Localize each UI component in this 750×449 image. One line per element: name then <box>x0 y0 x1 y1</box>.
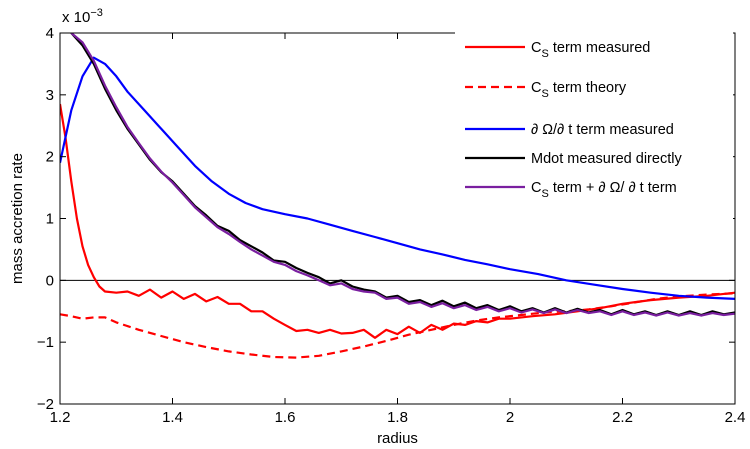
y-tick-label: 4 <box>46 25 54 42</box>
series-line-5 <box>70 33 735 317</box>
x-tick-label: 2.2 <box>612 409 633 426</box>
y-tick-label: 0 <box>46 272 54 289</box>
y-axis-label: mass accretion rate <box>9 153 26 284</box>
legend-label-1: CS term measured <box>531 40 650 60</box>
legend-label-4: Mdot measured directly <box>531 151 682 167</box>
legend-label-5: CS term + ∂ Ω/ ∂ t term <box>531 180 677 200</box>
y-tick-label: 1 <box>46 211 54 228</box>
series-line-3 <box>60 56 735 300</box>
x-tick-label: 2 <box>506 409 514 426</box>
legend-box <box>455 31 733 222</box>
y-tick-label: 3 <box>46 87 54 104</box>
x-tick-label: 1.4 <box>162 409 183 426</box>
series-line-2 <box>60 292 735 359</box>
x-tick-label: 1.2 <box>50 409 71 426</box>
legend-label-2: CS term theory <box>531 80 627 100</box>
x-tick-label: 2.4 <box>725 409 746 426</box>
legend-label-3: ∂ Ω/∂ t term measured <box>531 122 674 138</box>
y-tick-label: −2 <box>37 396 54 413</box>
y-axis-multiplier: x 10−3 <box>62 7 103 26</box>
y-tick-label: 2 <box>46 149 54 166</box>
series-line-1 <box>60 103 735 339</box>
y-tick-label: −1 <box>37 334 54 351</box>
legend: CS term measured CS term theory ∂ Ω/∂ t te… <box>455 31 733 222</box>
x-axis-label: radius <box>377 430 418 447</box>
x-tick-label: 1.6 <box>275 409 296 426</box>
x-tick-label: 1.8 <box>387 409 408 426</box>
